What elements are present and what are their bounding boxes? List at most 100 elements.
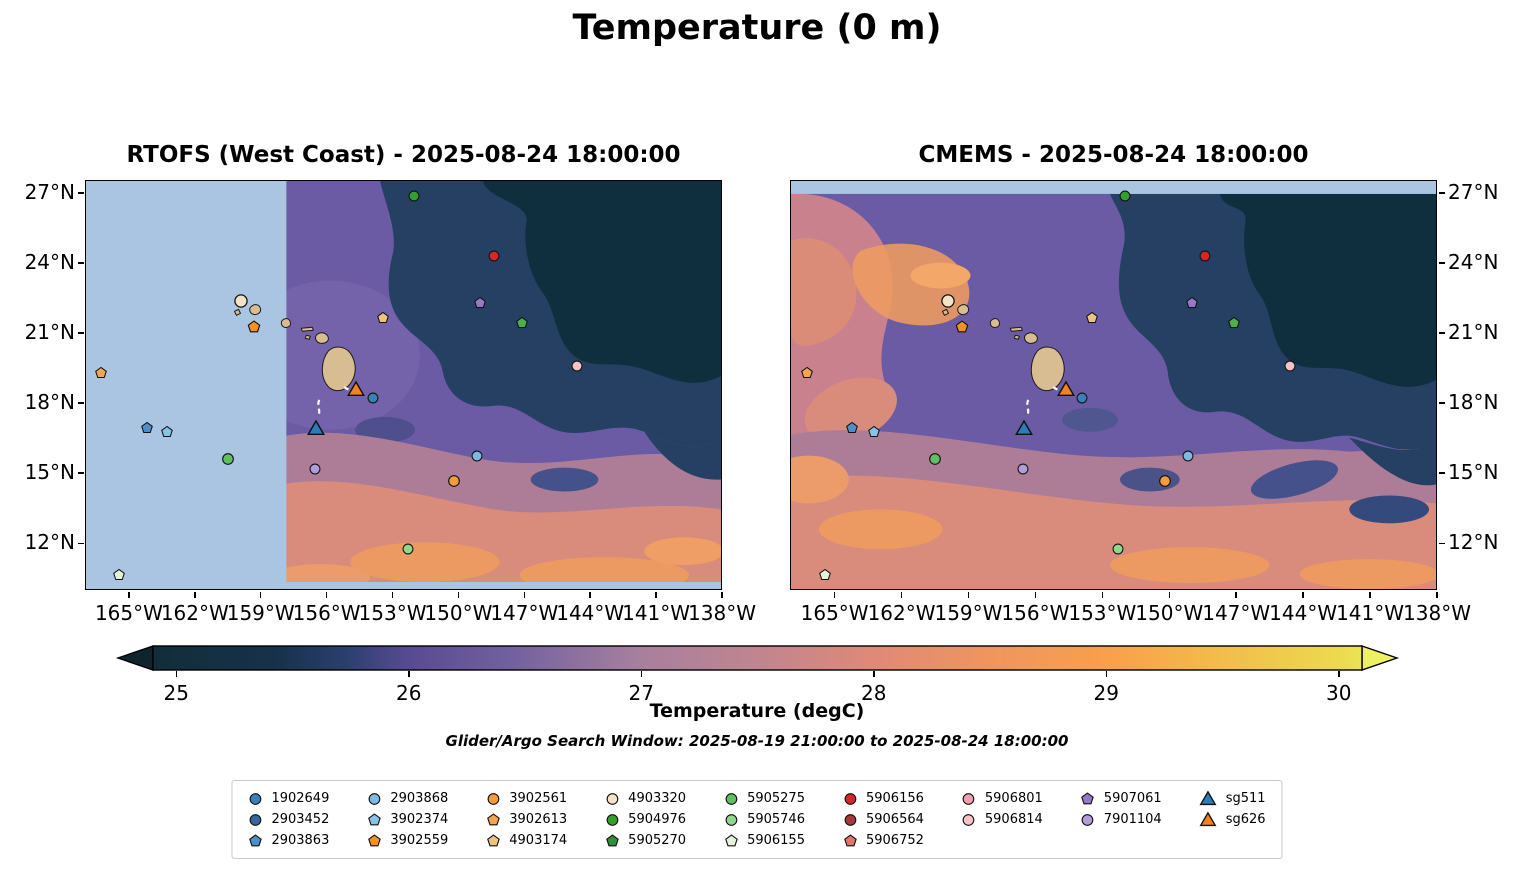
y-tick-label: 24°N [24,249,75,274]
circle-marker-icon [929,453,941,466]
colorbar-tick-label: 27 [628,681,654,705]
marker-5906155 [113,568,126,581]
pentagon-marker-icon [368,833,381,846]
circle-marker-icon [249,813,262,826]
tick-mark [833,591,836,598]
colorbar-gradient-body [152,645,1363,671]
tick-mark [1438,472,1445,474]
tick-mark [900,591,903,598]
rtofs-temperature-field [86,181,721,589]
tick-mark [589,591,591,598]
legend-item-sg511: sg511 [1199,790,1266,807]
marker-5905270 [516,316,529,329]
legend-item-5905270: 5905270 [605,832,686,849]
legend-label: 2903452 [271,812,330,827]
tick-mark [1438,542,1445,545]
circle-marker-icon [606,792,619,805]
tick-mark [77,402,84,404]
legend-label: 5906752 [865,833,924,848]
legend-column: 3902561 3902613 4903174 [486,790,567,849]
marker-5906814 [571,359,584,372]
tick-mark [967,591,970,598]
circle-marker-icon [844,792,856,805]
tick-mark [1338,671,1340,677]
legend-label: 5906156 [865,791,924,806]
pentagon-marker-icon [1086,311,1099,323]
circle-marker-icon [1081,813,1094,826]
circle-marker-icon [402,543,414,555]
x-tick-label: 153°W [358,601,427,625]
y-tick-label: 21°N [1448,320,1499,345]
legend-item-4903320: 4903320 [605,790,686,807]
circle-marker-icon [571,360,583,372]
pentagon-marker-icon [818,568,831,580]
legend-item-5906814: 5906814 [962,811,1043,828]
platform-legend: 1902649 2903452 2903863 2903868 3902374 39025… [231,780,1283,859]
tick-mark [77,332,84,334]
circle-marker-icon [367,392,379,404]
rtofs-subplot-title: RTOFS (West Coast) - 2025-08-24 18:00:00 [126,142,681,168]
circle-marker-icon [448,475,460,488]
x-tick-label: 138°W [688,601,756,625]
tick-mark [721,591,723,598]
marker-3902613 [95,366,108,379]
x-tick-label: 150°W [1135,601,1204,625]
marker-sg626 [1056,380,1075,398]
triangle-marker-icon [1199,811,1217,827]
tick-mark [77,542,84,545]
legend-label: 3902374 [390,812,449,827]
search-window-subtitle: Glider/Argo Search Window: 2025-08-19 21… [445,732,1069,750]
x-tick-label: 138°W [1403,601,1471,625]
legend-column: sg511 sg626 [1199,790,1266,828]
legend-item-5905275: 5905275 [724,790,805,807]
marker-5906156 [1198,249,1211,262]
tick-mark [640,671,642,677]
tick-mark [1101,591,1104,598]
marker-5905746 [401,543,414,556]
marker-7901104 [308,462,321,475]
legend-label: 5905270 [628,833,687,848]
tick-mark [655,591,657,598]
legend-label: 5907061 [1103,791,1162,806]
legend-column: 4903320 5904976 5905270 [605,790,686,849]
y-tick-label: 18°N [1448,390,1499,415]
x-tick-label: 159°W [226,601,295,625]
tick-mark [1369,591,1371,598]
circle-marker-icon [1112,543,1124,555]
legend-label: 2903863 [271,833,330,848]
marker-5905270 [1227,316,1240,329]
legend-item-5907061: 5907061 [1081,790,1162,807]
circle-marker-icon [234,294,248,309]
legend-column: 2903868 3902374 3902559 [367,790,448,849]
legend-label: 2903868 [390,791,449,806]
pentagon-marker-icon [605,833,619,846]
marker-5907061 [474,296,487,309]
circle-marker-icon [221,453,234,466]
circle-marker-icon [1017,463,1029,474]
legend-label: 3902561 [509,791,568,806]
x-tick-label: 150°W [424,601,493,625]
legend-column: 1902649 2903452 2903863 [248,790,329,849]
y-tick-label: 15°N [24,460,75,485]
tick-mark [175,671,177,677]
tick-mark [77,192,84,194]
circle-marker-icon [249,792,262,805]
legend-item-5906564: 5906564 [843,811,924,828]
marker-2903863 [846,421,859,434]
tick-mark [77,262,84,264]
marker-7901104 [1017,462,1030,475]
legend-item-2903863: 2903863 [248,832,329,849]
y-tick-label: 12°N [24,530,75,555]
tick-mark [523,591,526,598]
cmems-temperature-field [791,181,1436,589]
tick-mark [391,591,394,598]
x-tick-label: 144°W [556,601,625,625]
circle-marker-icon [844,813,856,826]
marker-3902559 [955,320,969,334]
legend-label: 5905746 [747,812,805,827]
legend-label: 3902613 [509,812,568,827]
y-tick-label: 18°N [24,390,75,415]
x-tick-label: 147°W [490,601,559,625]
marker-4903174 [376,311,389,324]
legend-label: 5906564 [865,812,924,827]
